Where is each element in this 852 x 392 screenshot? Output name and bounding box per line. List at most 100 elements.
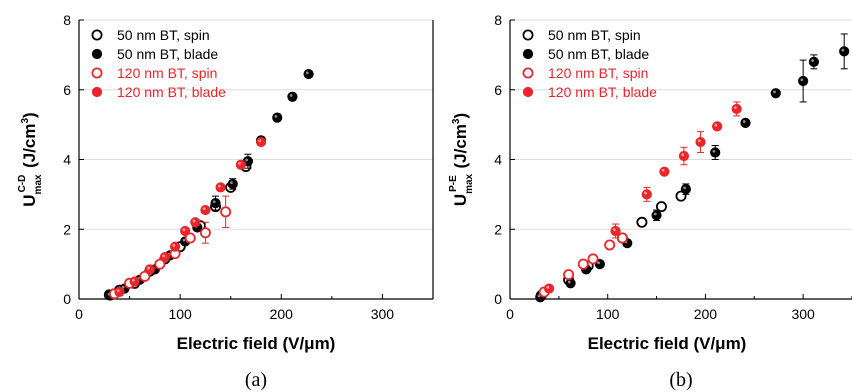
data-point xyxy=(114,286,125,298)
y-axis-title-part: C-D xyxy=(17,175,28,193)
point-highlight xyxy=(567,280,571,284)
legend-marker xyxy=(91,29,103,41)
x-tick-label: 300 xyxy=(791,306,815,322)
data-point xyxy=(199,227,211,239)
y-axis-title-part: (J/cm xyxy=(451,124,470,173)
y-tick-label: 6 xyxy=(494,82,502,98)
legend-marker xyxy=(91,67,103,79)
x-tick-label: 0 xyxy=(75,306,83,322)
point-highlight xyxy=(597,261,600,265)
data-point xyxy=(587,253,599,265)
data-point xyxy=(808,56,819,67)
panel-b: 0 100 200 300 0 2 4 6 8 50 nm BT, spin 50 nm BT, b… xyxy=(448,12,852,391)
data-point xyxy=(563,269,575,281)
y-axis-title-part: max xyxy=(33,174,44,194)
x-axis-title: Electric field (V/μm) xyxy=(588,334,747,353)
series-1 xyxy=(105,68,314,301)
point-highlight xyxy=(121,285,125,289)
data-point xyxy=(636,216,648,228)
point-highlight xyxy=(202,207,206,211)
point-highlight xyxy=(712,149,716,153)
data-point xyxy=(235,159,246,170)
point-highlight xyxy=(661,169,665,172)
y-tick-label: 2 xyxy=(63,221,71,237)
y-tick-label: 6 xyxy=(63,82,71,98)
data-point xyxy=(210,197,221,209)
data-point xyxy=(740,117,751,128)
data-point xyxy=(798,75,809,87)
data-point xyxy=(139,270,151,282)
data-point xyxy=(287,91,298,102)
legend-label: 120 nm BT, spin xyxy=(117,65,217,81)
point-highlight xyxy=(238,162,241,165)
data-point xyxy=(272,112,283,123)
panel-a: 0 100 200 300 0 2 4 6 8 50 nm BT, spin 50 nm BT, b… xyxy=(17,12,434,391)
y-tick-label: 8 xyxy=(494,12,502,28)
panel-label: (a) xyxy=(245,369,267,391)
point-highlight xyxy=(245,158,249,162)
point-highlight xyxy=(811,59,814,62)
point-highlight xyxy=(733,106,737,110)
y-axis-title-part: U xyxy=(20,194,39,206)
point-highlight xyxy=(546,285,550,289)
point-highlight xyxy=(653,212,657,216)
series-2 xyxy=(108,195,232,300)
point-highlight xyxy=(612,228,616,232)
y-tick-label: 2 xyxy=(494,221,502,237)
data-point xyxy=(129,276,140,287)
legend-marker xyxy=(522,67,534,79)
legend-label: 50 nm BT, blade xyxy=(548,46,649,62)
y-axis-title-part: P-E xyxy=(448,175,459,192)
data-point xyxy=(712,121,723,132)
legend: 50 nm BT, spin 50 nm BT, blade 120 nm BT, … xyxy=(522,27,657,100)
data-point xyxy=(695,136,706,148)
point-highlight xyxy=(841,48,845,52)
x-tick-label: 100 xyxy=(168,306,192,322)
y-axis-title-part: (J/cm xyxy=(20,124,39,173)
data-point xyxy=(641,189,652,200)
y-axis-title-part: max xyxy=(464,173,475,193)
data-point xyxy=(616,232,628,244)
y-axis-title-part: U xyxy=(451,194,470,206)
legend: 50 nm BT, spin 50 nm BT, blade 120 nm BT, … xyxy=(91,27,226,100)
data-point xyxy=(303,68,314,80)
point-highlight xyxy=(697,139,701,143)
data-point xyxy=(200,204,211,216)
point-highlight xyxy=(131,278,135,282)
point-highlight xyxy=(800,78,804,82)
legend-label: 120 nm BT, spin xyxy=(548,65,648,81)
x-axis-title: Electric field (V/μm) xyxy=(177,334,336,353)
legend-label: 50 nm BT, spin xyxy=(117,27,210,43)
y-tick-label: 0 xyxy=(494,291,502,307)
point-highlight xyxy=(212,200,216,204)
legend-label: 120 nm BT, blade xyxy=(117,84,226,100)
data-point xyxy=(659,166,670,177)
data-point xyxy=(227,178,238,190)
svg-text:UmaxC-D (J/cm3): Umax C-D (J/cm3) xyxy=(17,112,44,206)
legend-marker xyxy=(522,48,534,60)
point-highlight xyxy=(258,139,262,143)
data-point xyxy=(215,182,226,193)
point-highlight xyxy=(116,289,120,293)
point-highlight xyxy=(182,228,186,232)
data-point xyxy=(839,46,850,57)
point-highlight xyxy=(683,186,686,190)
data-point xyxy=(680,184,691,195)
data-point xyxy=(190,217,201,228)
y-axis-title-part: 3 xyxy=(451,118,462,124)
data-point xyxy=(144,264,155,275)
data-point xyxy=(255,136,267,148)
point-highlight xyxy=(147,266,150,270)
data-point xyxy=(169,241,181,252)
x-tick-label: 200 xyxy=(270,306,294,322)
data-point xyxy=(154,258,166,270)
series-3 xyxy=(543,101,742,294)
legend-marker xyxy=(522,86,534,98)
legend-label: 50 nm BT, spin xyxy=(548,27,641,43)
data-point xyxy=(710,147,721,158)
point-highlight xyxy=(681,153,685,157)
point-highlight xyxy=(714,123,718,127)
point-highlight xyxy=(172,243,176,247)
data-point xyxy=(577,258,589,270)
legend-label: 50 nm BT, blade xyxy=(117,46,218,62)
